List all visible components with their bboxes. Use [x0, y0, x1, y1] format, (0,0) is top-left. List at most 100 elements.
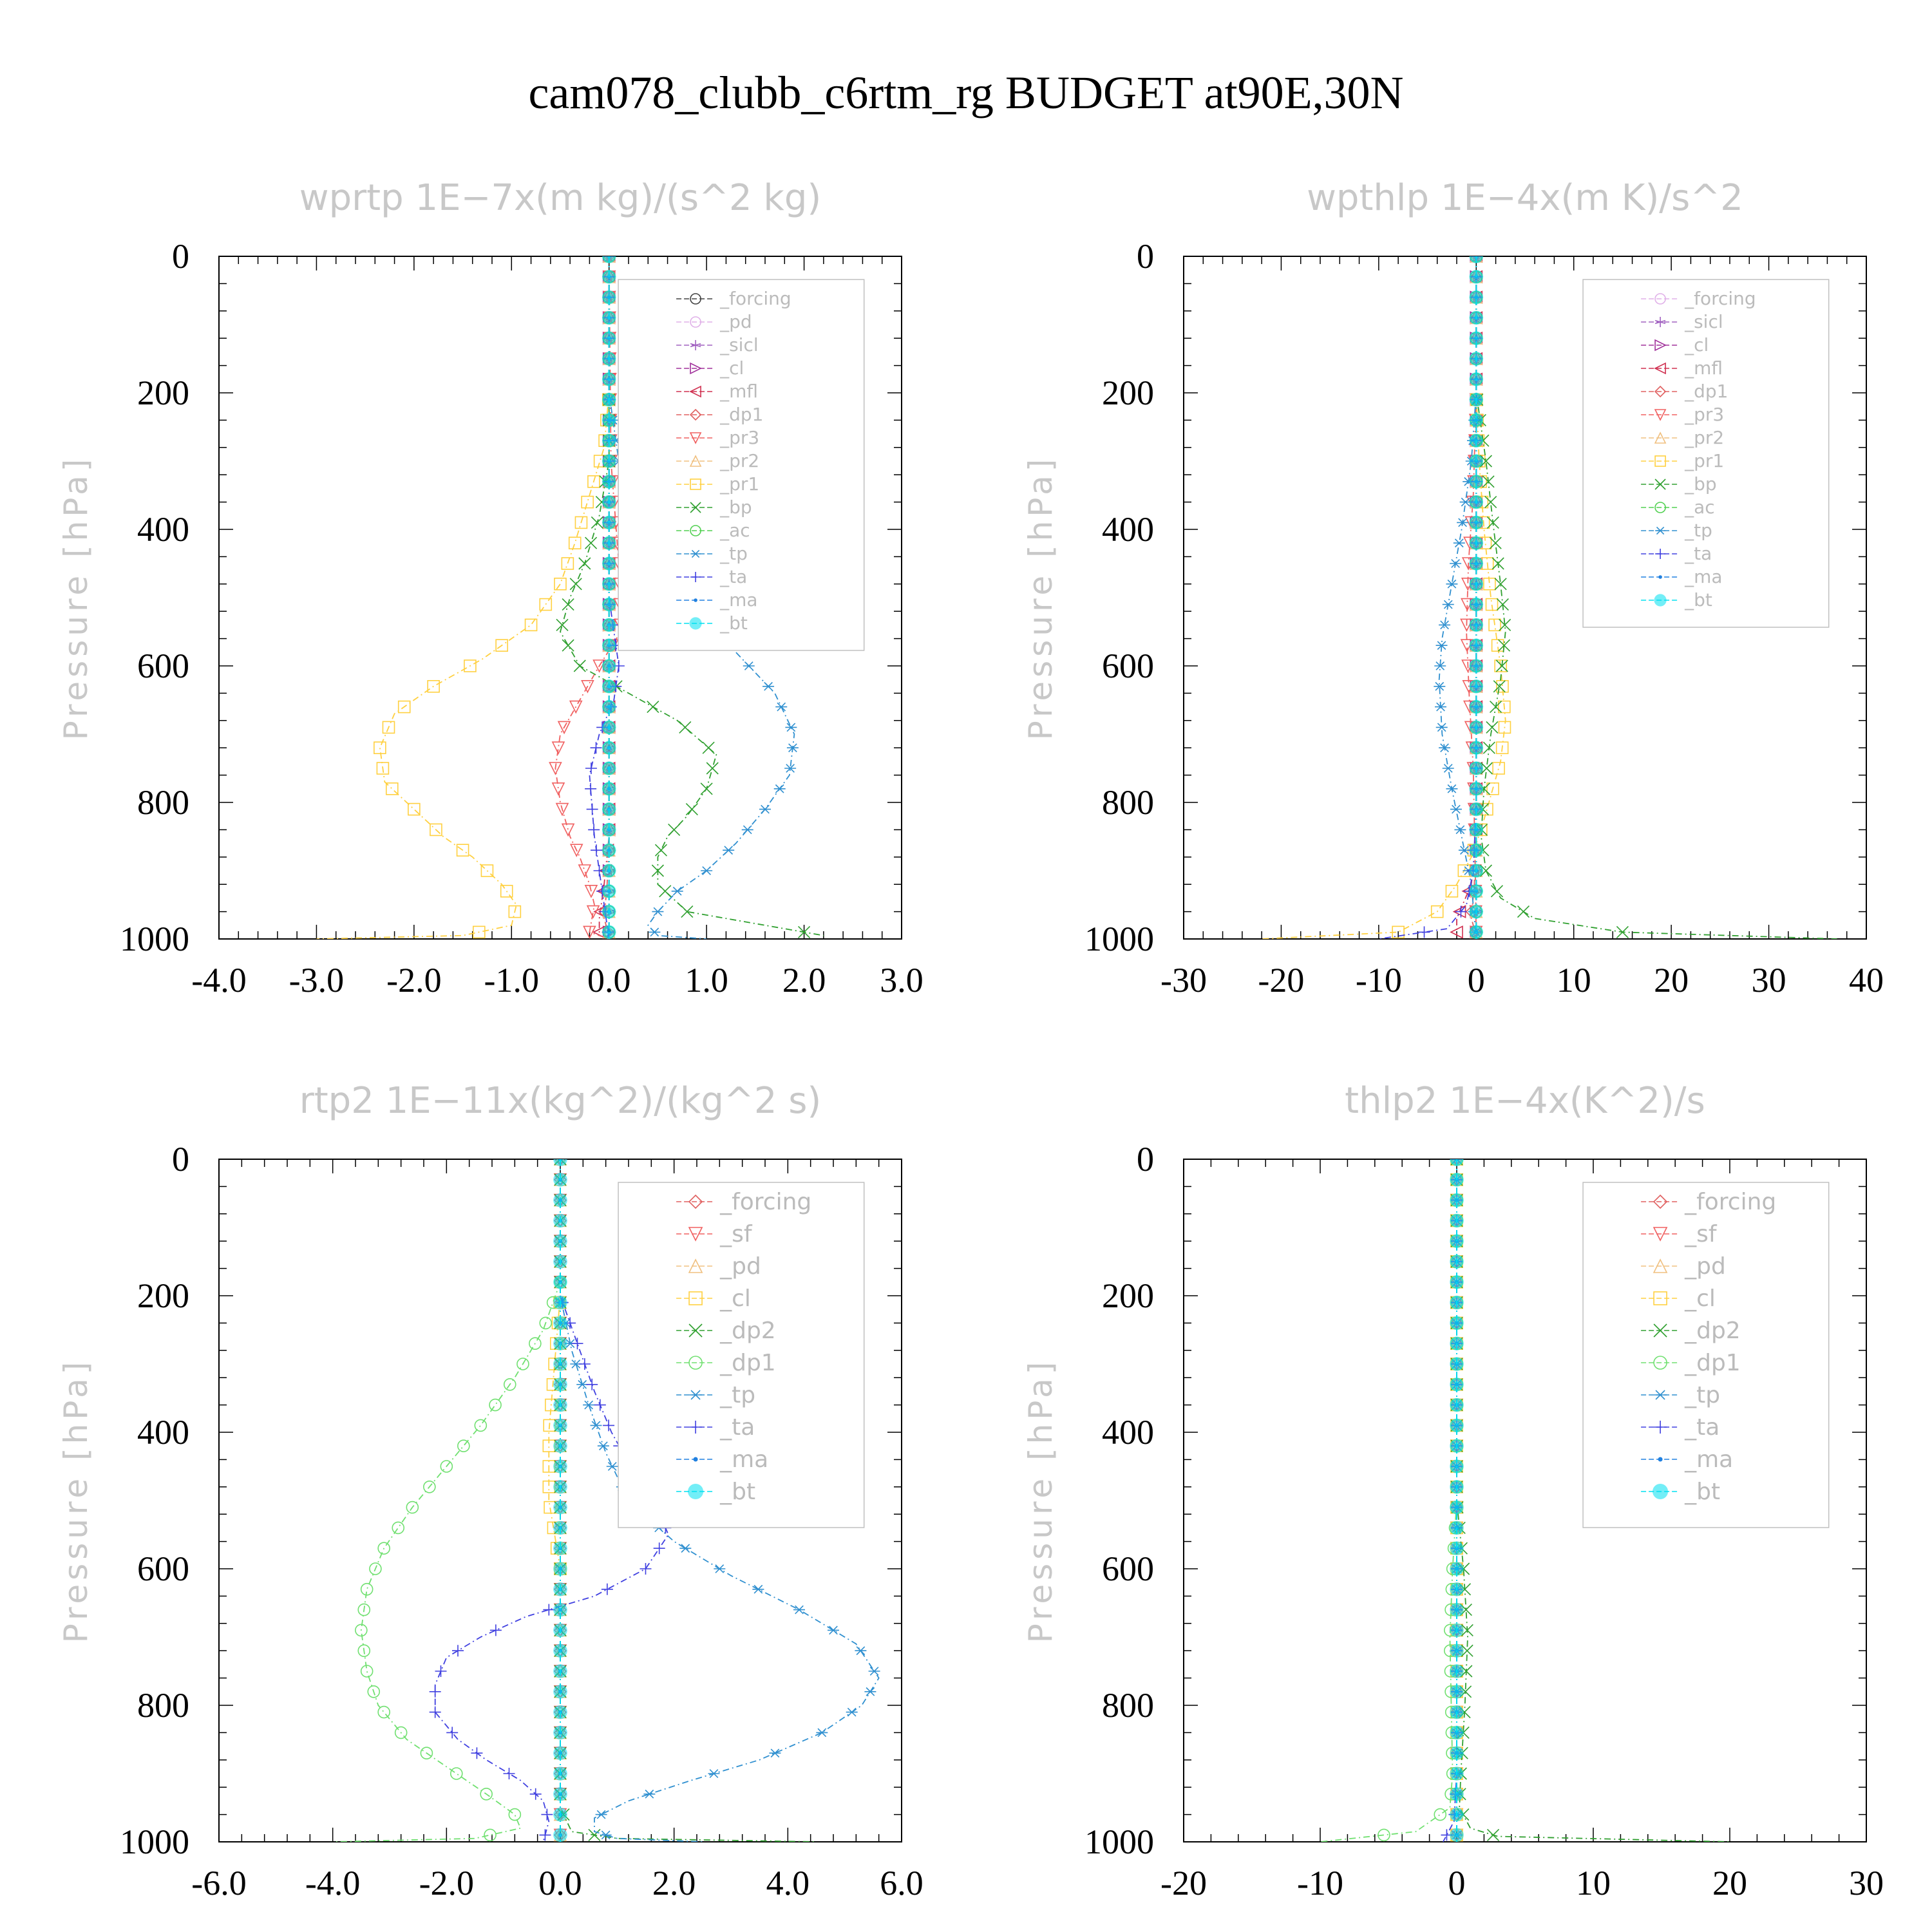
data-point [1445, 885, 1459, 898]
data-point [1469, 741, 1484, 755]
data-point [549, 762, 562, 775]
data-point [1450, 1357, 1464, 1371]
data-point [1485, 598, 1499, 611]
legend-label: _ta [1684, 1414, 1719, 1441]
legend: _forcing _sf _pd _cl _dp2 _dp1 _tp _ta _ma _bt [1582, 1182, 1830, 1528]
data-point [1450, 1746, 1464, 1760]
x-tick-label: 0 [1448, 1864, 1466, 1902]
legend-marker [1654, 431, 1667, 444]
data-point [1469, 925, 1484, 939]
data-point [601, 597, 616, 612]
legend-label: _cl [719, 357, 744, 379]
data-point [408, 802, 421, 816]
data-point [553, 1255, 567, 1269]
data-point [553, 1623, 567, 1638]
data-point [1450, 1459, 1464, 1473]
data-point [601, 454, 616, 468]
legend-label: _ma [1684, 1446, 1733, 1473]
data-point [1450, 1664, 1464, 1678]
legend-label: _cl [719, 1285, 751, 1312]
data-point [1496, 598, 1509, 611]
data-point [1434, 681, 1446, 691]
panel-wpthlp: wpthlp 1E−4x(m K)/s^2 Pressure [hPa] -30 -2… [1022, 177, 1884, 999]
data-point [601, 864, 616, 878]
legend-item: _bt [676, 612, 748, 634]
data-point [601, 577, 616, 591]
data-point [1450, 1336, 1464, 1350]
data-point [1461, 1644, 1473, 1657]
legend-marker [1654, 317, 1666, 327]
legend-marker [1658, 1457, 1663, 1462]
legend-marker [1653, 1484, 1669, 1499]
data-point [464, 659, 477, 672]
y-tick-label: 600 [137, 647, 189, 685]
data-point [1498, 700, 1511, 714]
data-point [1450, 1787, 1464, 1801]
data-point [367, 1685, 381, 1698]
data-point [601, 904, 616, 919]
legend-item: _pr3 [1641, 404, 1724, 425]
data-point [1450, 1541, 1464, 1555]
legend-item: _sicl [676, 334, 759, 355]
data-point [357, 1644, 371, 1657]
data-point [1495, 741, 1509, 754]
legend-marker [1654, 385, 1667, 398]
data-point [474, 1419, 488, 1432]
data-point [601, 331, 616, 345]
data-point [1493, 680, 1506, 693]
data-point [553, 1664, 567, 1678]
plot-area [1262, 256, 1837, 939]
data-point [450, 1767, 463, 1780]
y-tick-label: 600 [1102, 1549, 1154, 1588]
legend-item: _cl [676, 1285, 751, 1312]
data-point [1469, 454, 1484, 468]
x-tick-label: 4.0 [766, 1864, 810, 1902]
legend-marker [1654, 293, 1666, 305]
legend-marker [688, 1291, 703, 1305]
data-point [397, 700, 411, 714]
data-point [553, 1807, 567, 1822]
data-point [1469, 352, 1484, 366]
legend-label: _ma [719, 1446, 768, 1473]
data-point [1469, 843, 1484, 857]
data-point [503, 1768, 515, 1779]
data-point [603, 1419, 615, 1432]
data-point [553, 1418, 567, 1433]
legend-label: _pr3 [1684, 404, 1724, 425]
legend-label: _tp [1684, 520, 1712, 541]
data-point [1450, 1439, 1464, 1453]
data-point [457, 1439, 470, 1452]
data-point [1480, 762, 1493, 775]
plot-area [1320, 1159, 1730, 1842]
legend-label: _bt [719, 1479, 755, 1505]
legend-marker [690, 549, 701, 558]
legend-marker [688, 1258, 703, 1273]
data-point [1469, 802, 1484, 817]
data-point [1430, 905, 1444, 918]
data-point [601, 638, 616, 652]
data-point [585, 782, 597, 795]
y-tick-label: 1000 [120, 920, 189, 958]
data-point [429, 1706, 441, 1718]
data-point [1450, 1193, 1464, 1208]
data-point [594, 1399, 606, 1411]
data-point [591, 844, 603, 857]
data-point [1450, 1295, 1464, 1310]
data-point [1455, 905, 1467, 918]
panel-title: wpthlp 1E−4x(m K)/s^2 [1307, 177, 1743, 219]
data-point [529, 1788, 542, 1800]
series-line [1378, 256, 1477, 939]
data-point [456, 844, 469, 857]
legend-item: _pr1 [676, 473, 759, 495]
legend-item: _dp2 [1641, 1318, 1741, 1344]
data-point [653, 1542, 665, 1555]
data-point [590, 742, 602, 754]
data-point [1450, 1766, 1464, 1781]
data-point [377, 1705, 390, 1719]
data-point [1450, 1316, 1464, 1331]
legend-label: _tp [1684, 1382, 1720, 1408]
data-point [562, 598, 574, 611]
legend-marker [688, 1484, 704, 1499]
data-point [1418, 926, 1430, 938]
data-point [1453, 538, 1465, 548]
